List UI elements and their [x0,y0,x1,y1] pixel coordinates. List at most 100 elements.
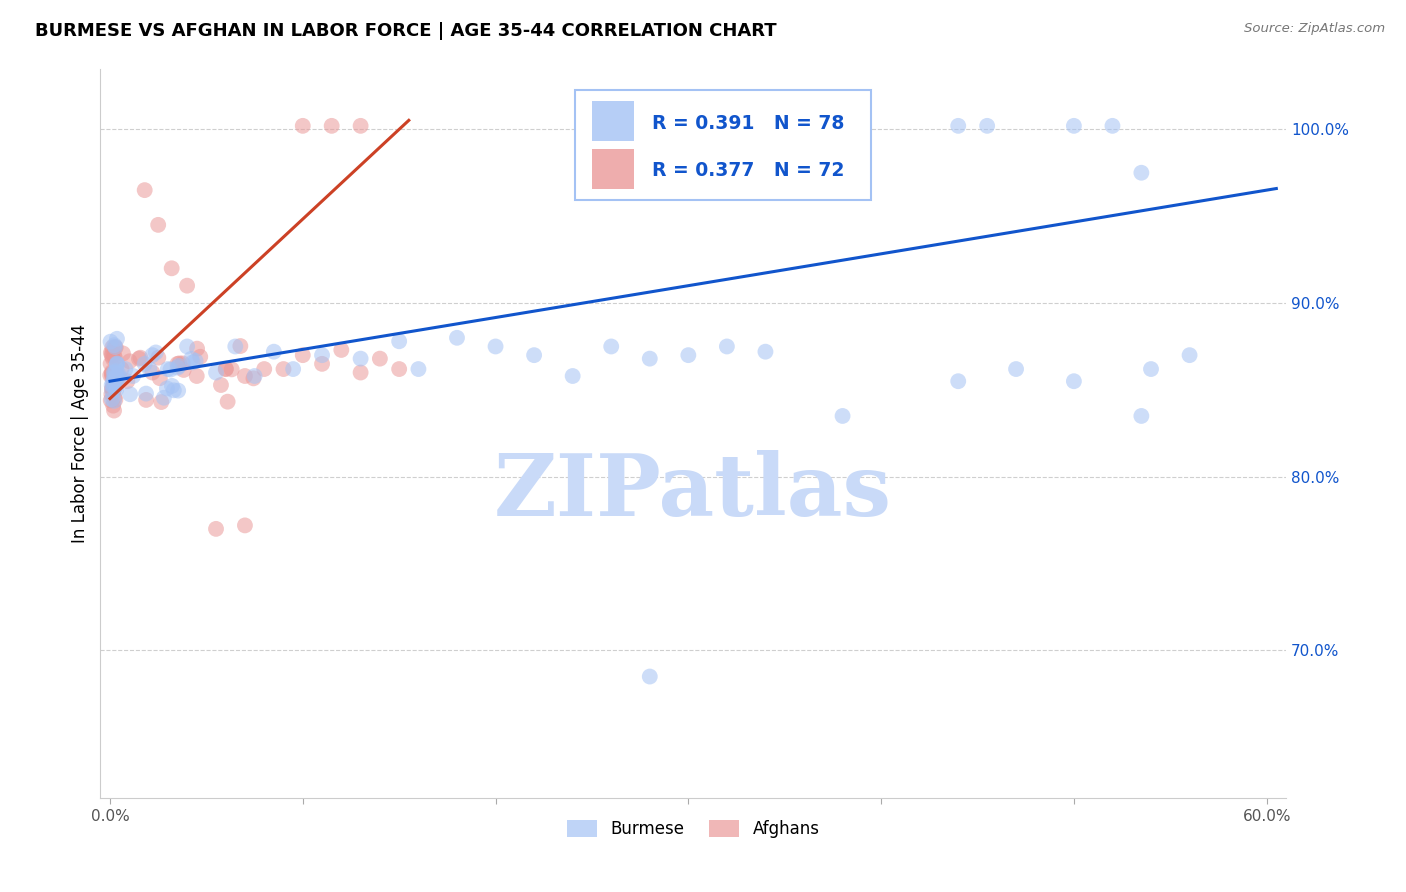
Text: R = 0.377   N = 72: R = 0.377 N = 72 [651,161,844,180]
Point [105,377,128,392]
Point [215,361,238,376]
Point [153,391,176,405]
Point [107,367,129,381]
Point [117,374,139,388]
Point [217,394,239,409]
Point [104,392,127,407]
Point [180,351,202,366]
Point [1101,119,1123,133]
Point [103,403,125,417]
Point [110,362,132,376]
Point [103,365,125,379]
Point [446,331,468,345]
Point [229,339,252,353]
Point [101,345,124,359]
Point [141,348,163,362]
Point [108,370,131,384]
Point [561,369,583,384]
Point [103,338,125,352]
Point [205,366,228,380]
Point [173,363,195,377]
Point [321,119,343,133]
Point [103,348,125,362]
Point [150,395,173,409]
Point [159,362,181,376]
Point [484,339,506,353]
Point [111,346,134,360]
Point [138,361,160,376]
Point [100,334,122,349]
Point [104,371,127,385]
Point [188,350,211,364]
FancyBboxPatch shape [575,90,870,200]
Point [263,344,285,359]
Point [104,380,127,394]
Point [105,357,128,371]
Point [148,218,170,232]
Point [100,378,122,392]
Point [831,409,853,423]
Y-axis label: In Labor Force | Age 35-44: In Labor Force | Age 35-44 [72,324,89,543]
Point [408,362,430,376]
Point [145,345,167,359]
Point [148,351,170,365]
Point [104,340,127,354]
Point [349,366,371,380]
Point [163,384,186,398]
Point [135,392,157,407]
Point [281,362,304,376]
Text: R = 0.391   N = 78: R = 0.391 N = 78 [651,114,844,133]
Point [948,374,970,388]
Point [224,339,246,353]
Point [156,381,179,395]
Point [104,364,127,378]
Point [101,370,124,384]
Point [104,340,127,354]
Point [221,362,243,376]
Point [100,357,122,371]
Point [156,362,179,376]
Point [101,381,124,395]
Point [388,334,411,349]
Point [100,387,122,401]
Point [103,379,125,393]
Point [349,119,371,133]
Point [243,369,266,384]
Point [114,362,136,376]
Point [291,119,314,133]
Point [101,341,124,355]
Point [141,366,163,380]
Point [214,362,236,376]
Text: Source: ZipAtlas.com: Source: ZipAtlas.com [1244,22,1385,36]
Point [135,386,157,401]
Point [107,369,129,384]
Point [176,278,198,293]
Point [103,370,125,384]
Point [273,362,295,376]
Point [105,356,128,370]
Point [160,261,183,276]
Point [186,342,208,356]
Point [105,383,128,397]
Point [103,378,125,392]
Point [311,348,333,362]
Point [600,339,623,353]
Legend: Burmese, Afghans: Burmese, Afghans [560,813,827,845]
Point [118,354,141,368]
Point [105,370,128,384]
Point [104,351,127,365]
Point [754,344,776,359]
Point [103,378,125,392]
Point [101,368,124,382]
Point [1130,166,1153,180]
Point [134,357,156,371]
Point [233,518,256,533]
Point [253,362,276,376]
Point [166,360,188,375]
Point [716,339,738,353]
Point [388,362,411,376]
Point [101,351,124,366]
Point [1130,409,1153,423]
Point [160,379,183,393]
Point [103,391,125,405]
